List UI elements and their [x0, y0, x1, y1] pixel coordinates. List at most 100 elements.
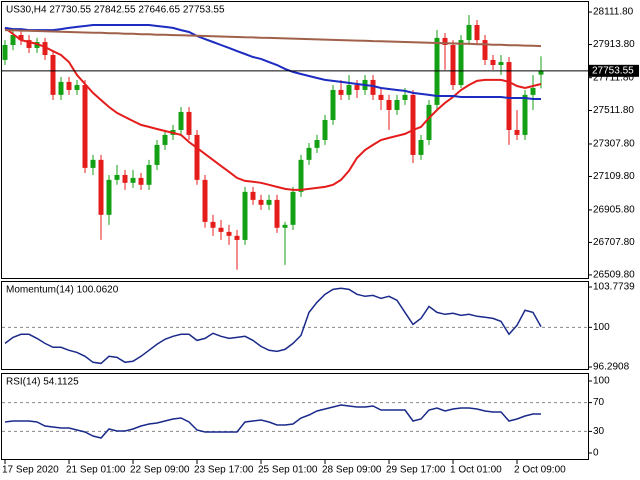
- x-tick-label: 1 Oct 01:00: [450, 465, 502, 476]
- x-tick-label: 28 Sep 09:00: [322, 465, 382, 476]
- candle-body: [418, 140, 424, 155]
- candle-body: [386, 99, 392, 110]
- candle-body: [530, 87, 536, 95]
- candle-body: [82, 85, 88, 168]
- moving-average: [4, 29, 542, 48]
- candle-body: [218, 227, 224, 232]
- y-tick-label: 26707.80: [593, 237, 635, 248]
- candle-body: [522, 94, 528, 135]
- candle-body: [330, 89, 336, 120]
- candle-body: [410, 94, 416, 155]
- candle-body: [378, 94, 384, 100]
- candle-body: [426, 104, 432, 140]
- y-tick-label: 70: [593, 397, 605, 408]
- candle-body: [154, 144, 160, 165]
- momentum-panel: [1, 281, 589, 370]
- candle-body: [538, 70, 544, 75]
- candle-body: [322, 119, 328, 140]
- candle-body: [10, 34, 16, 45]
- candle-body: [194, 134, 200, 180]
- y-tick-label: 30: [593, 426, 605, 437]
- candle-body: [146, 164, 152, 185]
- x-tick-label: 22 Sep 09:00: [130, 465, 190, 476]
- y-tick-label: 26905.80: [593, 205, 635, 216]
- candle-body: [210, 221, 216, 228]
- candle-body: [50, 55, 56, 95]
- y-tick-label: 27913.80: [593, 39, 635, 50]
- candle-body: [474, 24, 480, 41]
- y-tick-label: 27511.80: [593, 105, 634, 116]
- candle-body: [346, 85, 352, 95]
- candle-body: [162, 134, 168, 145]
- candle-body: [178, 111, 184, 130]
- candle-body: [74, 85, 80, 90]
- candle-body: [234, 235, 240, 240]
- last-price-box: [589, 64, 639, 77]
- candle-body: [370, 79, 376, 95]
- indicator-line: [4, 287, 542, 365]
- candle-body: [2, 44, 8, 60]
- candle-body: [106, 179, 112, 215]
- candle-body: [250, 191, 256, 200]
- candle-body: [242, 191, 248, 240]
- y-tick-label: 27307.80: [593, 139, 635, 150]
- x-tick-label: 17 Sep 2020: [2, 465, 59, 476]
- candle-body: [298, 159, 304, 192]
- candle-body: [442, 37, 448, 45]
- last-price-label: 27753.55: [592, 65, 634, 76]
- candle-body: [58, 81, 64, 95]
- y-tick-label: 0: [593, 448, 599, 459]
- candle-body: [314, 140, 320, 148]
- rsi-title: RSI(14) 54.1125: [6, 377, 79, 388]
- y-tick-label: 100: [593, 322, 610, 333]
- candle-body: [354, 85, 360, 90]
- candle-body: [186, 111, 192, 135]
- indicator-line: [4, 404, 541, 439]
- moving-average: [4, 24, 541, 100]
- y-tick-label: 27109.80: [593, 171, 635, 182]
- candle-body: [490, 59, 496, 66]
- candle-body: [138, 177, 144, 185]
- x-tick-label: 23 Sep 17:00: [194, 465, 254, 476]
- y-tick-label: 96.2908: [593, 362, 630, 373]
- candle-body: [402, 94, 408, 100]
- candle-body: [66, 81, 72, 90]
- chart-title: US30,H4 27730.55 27842.55 27646.65 27753…: [6, 5, 225, 16]
- x-tick-label: 21 Sep 01:00: [66, 465, 126, 476]
- candle-body: [266, 199, 272, 205]
- marks: 28111.80 27913.80 27711.80 27511.80 27307.80…: [2, 7, 639, 476]
- candle-body: [274, 199, 280, 228]
- candle-body: [122, 174, 128, 183]
- x-tick-label: 29 Sep 17:00: [386, 465, 446, 476]
- y-tick-label: 103.7739: [593, 282, 635, 293]
- candle-body: [18, 34, 24, 41]
- candle-body: [26, 40, 32, 48]
- candle-body: [282, 224, 288, 228]
- candle-body: [42, 42, 48, 56]
- y-tick-label: 100: [593, 376, 610, 387]
- candle-body: [338, 89, 344, 95]
- candle-body: [258, 199, 264, 205]
- candle-body: [98, 159, 104, 215]
- candle-body: [434, 37, 440, 105]
- candle-body: [290, 191, 296, 225]
- y-tick-label: 27711.80: [593, 72, 634, 83]
- candle-body: [498, 62, 504, 66]
- x-tick-label: 25 Sep 01:00: [258, 465, 318, 476]
- moving-average: [4, 27, 542, 191]
- candle-body: [202, 179, 208, 222]
- momentum-title: Momentum(14) 100.0620: [6, 285, 119, 296]
- candle-body: [130, 177, 136, 183]
- candle-body: [306, 147, 312, 160]
- candle-body: [394, 99, 400, 110]
- candle-body: [506, 62, 512, 130]
- y-tick-label: 28111.80: [593, 7, 634, 18]
- y-tick-label: 26509.80: [593, 270, 635, 281]
- candle-body: [514, 129, 520, 135]
- candle-body: [90, 159, 96, 168]
- candle-body: [466, 24, 472, 41]
- main-panel: [1, 1, 589, 279]
- candle-body: [458, 40, 464, 86]
